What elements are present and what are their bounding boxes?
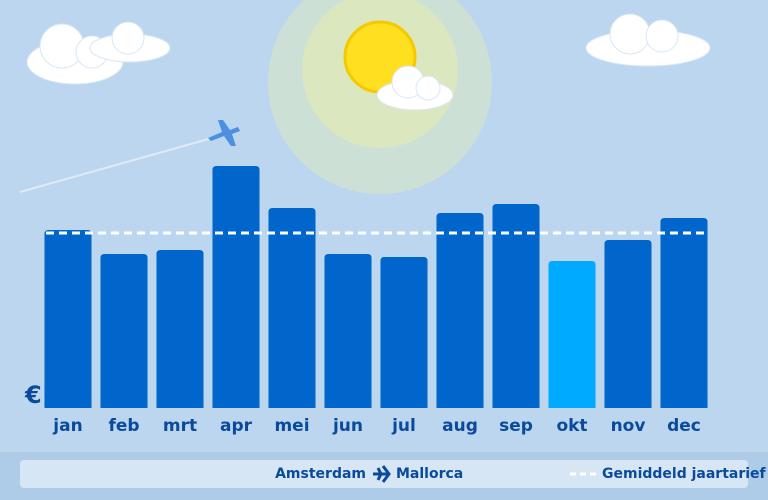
bar: [604, 240, 652, 408]
bar: [324, 254, 372, 408]
cloud: [376, 65, 454, 111]
x-tick-label: jul: [391, 416, 416, 436]
plane-icon: [208, 120, 240, 146]
bar: [660, 218, 708, 408]
route-plane-icon: [373, 465, 391, 483]
x-tick-label: jan: [52, 416, 82, 436]
x-tick-label: feb: [108, 416, 139, 436]
bar: [100, 254, 148, 408]
bar: [268, 208, 316, 408]
bar: [156, 250, 204, 408]
x-tick-label: mei: [274, 416, 309, 436]
cloud: [26, 21, 171, 85]
bar: [548, 261, 596, 408]
route-to: Mallorca: [396, 466, 463, 482]
bar: [380, 257, 428, 408]
x-tick-label: sep: [499, 416, 533, 436]
x-tick-label: dec: [667, 416, 701, 436]
x-tick-label: mrt: [163, 416, 197, 436]
x-tick-label: nov: [611, 416, 646, 436]
bar: [492, 204, 540, 408]
axis-label: €: [24, 381, 42, 409]
bar: [436, 213, 484, 408]
x-tick-label: jun: [332, 416, 363, 436]
cloud: [585, 13, 711, 67]
x-tick-label: okt: [556, 416, 587, 436]
bar: [212, 166, 260, 408]
route-from: Amsterdam: [275, 466, 366, 482]
bar: [44, 230, 92, 408]
x-tick-label: aug: [442, 416, 478, 436]
contrail: [19, 137, 213, 193]
legend-label: Gemiddeld jaartarief: [602, 466, 767, 482]
x-tick-label: apr: [220, 416, 253, 436]
